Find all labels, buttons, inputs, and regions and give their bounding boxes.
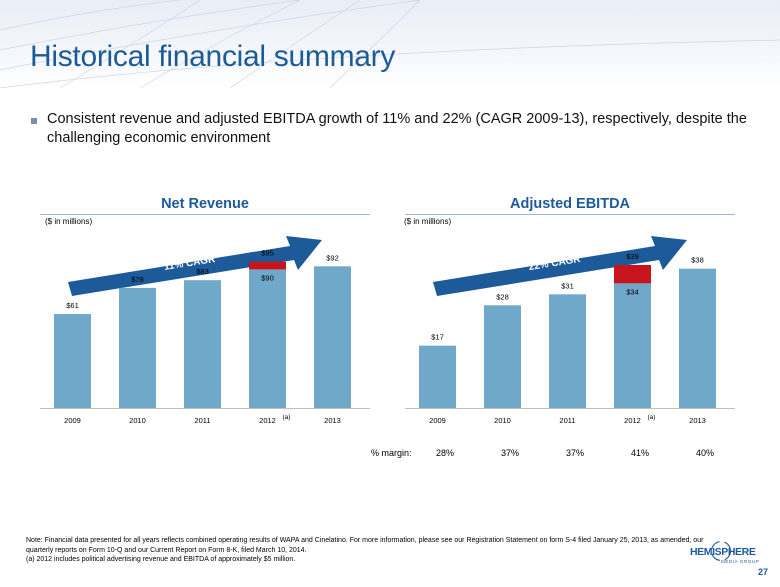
- bar-2013: [314, 266, 351, 408]
- bar-2011: [184, 280, 221, 408]
- bullet-marker: [31, 118, 37, 124]
- x-tick-2013: 2013: [689, 416, 706, 425]
- margin-value-2009: 28%: [435, 448, 454, 458]
- bar-2010: [119, 287, 156, 408]
- ylabel-adjusted-ebitda: ($ in millions): [404, 217, 452, 226]
- data-label-2009: $17: [431, 333, 444, 342]
- net-revenue-chart: 11% CAGR $61 2009 $78 2010 $83 2011 $95 $90 2012(…: [40, 226, 370, 436]
- data-label-2010: $78: [131, 275, 144, 284]
- x-tick-2010: 2010: [494, 416, 511, 425]
- data-label-2011: $83: [196, 267, 209, 276]
- bar-political-2012: [249, 261, 286, 270]
- page-title: Historical financial summary: [30, 40, 396, 73]
- footnote-line-1: Note: Financial data presented for all y…: [26, 537, 704, 554]
- company-logo: HEMISPHERE MEDIA GROUP: [690, 537, 772, 567]
- margin-value-2012: 41%: [630, 448, 649, 458]
- margin-value-2010: 37%: [500, 448, 519, 458]
- x-tick-2011: 2011: [194, 416, 210, 425]
- x-tick-2013: 2013: [324, 416, 341, 425]
- data-label-2013: $92: [326, 253, 339, 262]
- data-label-2011: $31: [561, 281, 574, 290]
- footnote: Note: Financial data presented for all y…: [26, 536, 706, 565]
- header-band: [0, 0, 780, 88]
- data-label-2013: $38: [691, 256, 704, 265]
- chart-svg: 22% CAGR$172009$282010$312011$39$342012(…: [405, 236, 735, 425]
- x-tick-2009: 2009: [429, 416, 446, 425]
- footnote-line-2: (a) 2012 includes political advertising …: [26, 556, 296, 563]
- margin-value-2013: 40%: [695, 448, 714, 458]
- chart-svg: 11% CAGR$612009$782010$832011$95$902012(…: [40, 236, 370, 425]
- data-label-2009: $61: [66, 301, 79, 310]
- footnote-marker-2012: (a): [648, 414, 656, 421]
- logo-subtext: MEDIA GROUP: [721, 559, 760, 564]
- bar-2012: [614, 283, 651, 408]
- cagr-arrow: [433, 236, 687, 296]
- bar-2011: [549, 294, 586, 408]
- data-label-2012: $95: [261, 249, 274, 258]
- ylabel-net-revenue: ($ in millions): [45, 217, 93, 226]
- chart-title-net-revenue: Net Revenue: [161, 196, 249, 212]
- x-tick-2011: 2011: [559, 416, 575, 425]
- chart-title-rule-net-revenue: [40, 214, 370, 215]
- bar-2012: [249, 269, 286, 408]
- bar-2009: [54, 314, 91, 408]
- cagr-arrow: [68, 236, 322, 296]
- x-tick-2010: 2010: [129, 416, 146, 425]
- bar-2013: [679, 268, 716, 408]
- x-tick-2012: 2012: [624, 416, 641, 425]
- footnote-marker-2012: (a): [283, 414, 291, 421]
- logo-globe-icon: [710, 540, 732, 562]
- chart-title-rule-adjusted-ebitda: [405, 214, 735, 215]
- header-grid-decoration: [0, 0, 780, 88]
- logo-text: HEMISPHERE: [690, 546, 756, 558]
- inner-label-2012: $34: [626, 287, 639, 296]
- x-tick-2012: 2012: [259, 416, 276, 425]
- margin-value-2011: 37%: [565, 448, 584, 458]
- chart-title-adjusted-ebitda: Adjusted EBITDA: [509, 196, 631, 212]
- page-number: 27: [758, 567, 769, 577]
- x-tick-2009: 2009: [64, 416, 81, 425]
- data-label-2010: $28: [496, 292, 509, 301]
- bullet-text: Consistent revenue and adjusted EBITDA g…: [47, 111, 747, 146]
- margin-label: % margin:: [371, 448, 412, 458]
- bar-2009: [419, 345, 456, 408]
- inner-label-2012: $90: [261, 273, 274, 282]
- data-label-2012: $39: [626, 252, 639, 261]
- bar-2010: [484, 305, 521, 408]
- bar-political-2012: [614, 265, 651, 284]
- adjusted-ebitda-chart: 22% CAGR $17 2009 $28 2010 $31 2011 $39 $34 2012(…: [405, 226, 735, 436]
